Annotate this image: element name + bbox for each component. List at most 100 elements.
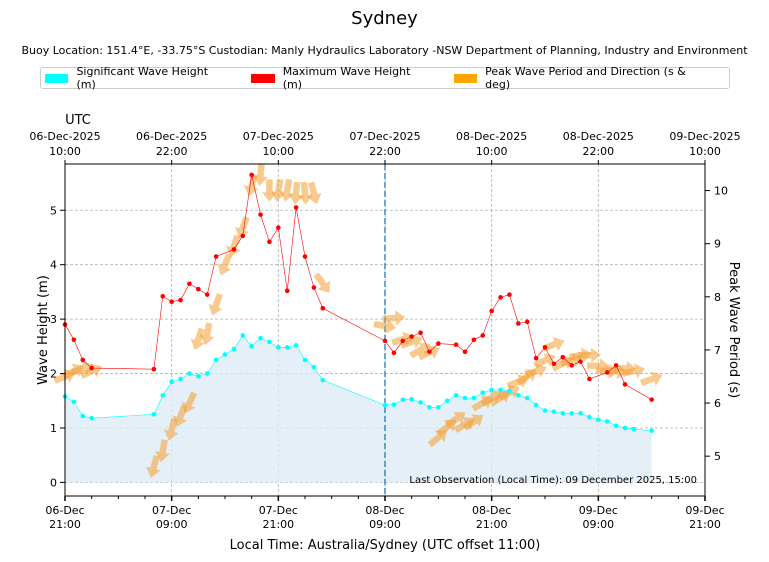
- x-tick-label-time: 09:00: [156, 518, 188, 531]
- legend-item-hmax: Maximum Wave Height (m): [251, 65, 429, 91]
- hmax-point: [151, 366, 157, 372]
- y-axis-label: Wave Height (m): [36, 275, 51, 385]
- hmax-point: [462, 349, 468, 355]
- hs-point: [80, 413, 86, 419]
- direction-arrow-shape: [80, 363, 103, 379]
- direction-arrow: [307, 181, 322, 205]
- hs-point: [489, 387, 494, 393]
- y-tick-label: 2: [50, 368, 57, 381]
- direction-arrow: [208, 293, 224, 316]
- x-tick-label-date: 07-Dec: [259, 504, 298, 517]
- hs-point: [560, 410, 566, 416]
- direction-arrow-shape: [190, 327, 205, 351]
- hmax-point: [524, 319, 530, 325]
- y-right-tick-label: 10: [714, 185, 728, 198]
- hs-point: [89, 415, 94, 421]
- hs-point: [160, 393, 166, 398]
- x-tick-label-time: 21:00: [689, 518, 721, 531]
- x-tick-label-date: 09-Dec: [685, 504, 724, 517]
- hmax-point: [498, 295, 503, 300]
- hmax-point: [240, 233, 246, 239]
- hmax-point: [480, 333, 486, 338]
- hs-point: [462, 395, 468, 401]
- direction-arrow: [462, 414, 484, 431]
- hs-point: [391, 402, 397, 407]
- hmax-point: [169, 299, 174, 304]
- hmax-point: [391, 350, 397, 356]
- hs-point: [267, 339, 272, 345]
- hs-point: [427, 404, 432, 410]
- x-top-tick-label-time: 10:00: [49, 145, 81, 158]
- hs-point: [187, 371, 192, 376]
- hs-point: [276, 345, 281, 350]
- y-tick-label: 5: [50, 204, 57, 217]
- hs-point: [533, 402, 539, 408]
- direction-arrow: [181, 391, 198, 414]
- direction-arrow: [578, 347, 601, 363]
- direction-arrow-shape: [313, 272, 330, 293]
- hs-point: [444, 398, 450, 404]
- hs-point: [471, 395, 477, 401]
- y-right-tick-label: 9: [714, 238, 721, 251]
- x-axis-label: Local Time: Australia/Sydney (UTC offset…: [230, 538, 541, 553]
- hs-point: [436, 404, 441, 410]
- y-right-axis-label: Peak Wave Period (s): [726, 262, 741, 398]
- direction-arrow: [382, 310, 406, 326]
- hs-point: [249, 344, 254, 349]
- direction-arrow-shape: [261, 179, 277, 202]
- hs-point: [311, 364, 317, 370]
- hs-point: [649, 428, 654, 433]
- hmax-point: [160, 293, 166, 299]
- legend-swatch-hmax: [251, 73, 275, 83]
- hs-point: [569, 410, 574, 416]
- hmax-point: [560, 354, 566, 360]
- hmax-point: [196, 286, 201, 292]
- chart-subtitle: Buoy Location: 151.4°E, -33.75°S Custodi…: [21, 44, 748, 57]
- direction-arrow: [190, 327, 205, 351]
- hmax-point: [187, 281, 192, 287]
- direction-arrow-shape: [155, 439, 170, 463]
- hmax-point: [80, 357, 86, 363]
- direction-arrow: [155, 439, 170, 463]
- hs-point: [231, 346, 237, 352]
- hs-point: [524, 395, 530, 401]
- hmax-point: [276, 225, 281, 230]
- hs-point: [542, 408, 548, 413]
- hs-point: [578, 410, 583, 416]
- y-right-tick-label: 5: [714, 450, 721, 463]
- hs-point: [507, 388, 512, 394]
- hmax-point: [204, 292, 210, 297]
- hs-point: [196, 373, 201, 379]
- hs-point: [631, 426, 637, 432]
- hmax-point: [400, 338, 406, 344]
- direction-arrow: [243, 173, 259, 197]
- x-tick-label-time: 09:00: [369, 518, 401, 531]
- direction-arrow: [542, 336, 565, 352]
- hs-point: [516, 393, 521, 398]
- hmax-point: [213, 254, 219, 259]
- hmax-point: [516, 321, 521, 326]
- y-tick-label: 1: [50, 422, 57, 435]
- hmax-point: [427, 349, 432, 355]
- hmax-point: [649, 397, 654, 402]
- legend-item-direction: Peak Wave Period and Direction (s & deg): [453, 65, 709, 91]
- direction-arrow-shape: [462, 414, 484, 431]
- hmax-point: [284, 288, 290, 294]
- hmax-point: [178, 297, 183, 303]
- hs-point: [222, 352, 228, 357]
- y-tick-label: 3: [50, 313, 57, 326]
- x-tick-label-time: 09:00: [582, 518, 614, 531]
- hmax-point: [533, 356, 539, 361]
- hmax-point: [569, 363, 574, 368]
- hs-point: [382, 402, 388, 408]
- hs-point: [178, 376, 183, 382]
- x-top-tick-label-time: 22:00: [582, 145, 614, 158]
- direction-arrow-shape: [639, 371, 663, 387]
- direction-arrow: [199, 322, 215, 346]
- x-tick-label-date: 08-Dec: [472, 504, 511, 517]
- hs-point: [213, 357, 219, 363]
- hmax-point: [418, 330, 423, 336]
- x-tick-label-date: 08-Dec: [365, 504, 404, 517]
- hs-point: [622, 425, 628, 431]
- direction-arrow: [235, 216, 250, 239]
